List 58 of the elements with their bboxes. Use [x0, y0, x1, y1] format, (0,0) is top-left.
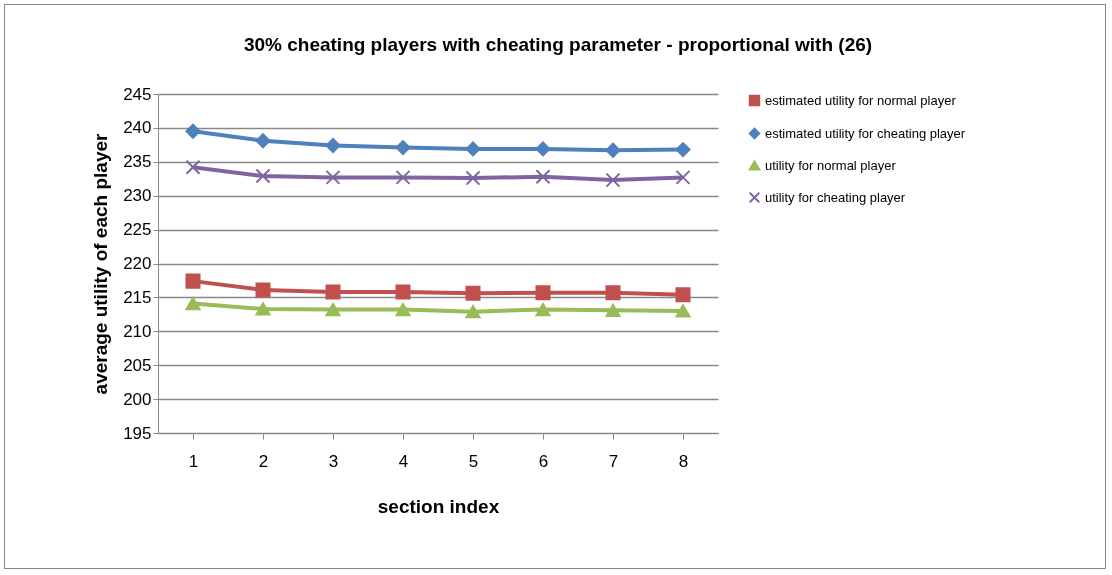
point — [465, 285, 481, 301]
legend-label: estimated utility for normal player — [765, 92, 957, 108]
point — [535, 302, 551, 317]
point — [325, 284, 341, 300]
chart-title: 30% cheating players with cheating parameter - proportional with (26) — [243, 34, 873, 55]
y-tick-label: 245 — [123, 84, 152, 104]
y-tick-label: 230 — [123, 186, 152, 206]
y-tick-label: 235 — [123, 152, 152, 172]
point — [395, 302, 411, 317]
point — [465, 170, 481, 186]
x-tick-label: 7 — [608, 451, 619, 471]
x-tick-label: 3 — [328, 451, 339, 471]
point — [605, 303, 621, 317]
point — [185, 273, 201, 289]
point — [535, 285, 551, 301]
y-tick-label: 220 — [123, 254, 152, 273]
y-tick-label: 200 — [123, 389, 152, 409]
y-tick-label: 205 — [123, 355, 152, 375]
point — [675, 287, 691, 303]
x-tick-label: 2 — [258, 451, 269, 471]
point — [185, 159, 201, 175]
point — [675, 304, 691, 318]
point — [255, 133, 271, 149]
point — [185, 296, 201, 311]
x-tick-label: 8 — [678, 451, 689, 471]
point — [465, 141, 481, 157]
y-tick-label: 225 — [123, 220, 152, 240]
y-tick-label: 210 — [123, 321, 152, 341]
x-axis-title: section index — [377, 495, 500, 517]
point — [185, 123, 201, 139]
x-tick-label: 1 — [188, 451, 199, 471]
point — [255, 302, 271, 316]
x-tick-label: 4 — [398, 451, 409, 471]
legend-label: utility for normal player — [765, 157, 897, 173]
point — [465, 304, 481, 319]
point — [535, 141, 551, 157]
legend-label: estimated utility for cheating player — [765, 125, 966, 141]
point — [395, 169, 411, 185]
legend-label: utility for cheating player — [765, 189, 906, 205]
point — [325, 169, 341, 185]
point — [605, 285, 621, 301]
point — [675, 169, 691, 185]
point — [605, 172, 621, 188]
point — [255, 282, 271, 298]
point — [325, 138, 341, 154]
y-axis-title: average utility of each player — [90, 132, 112, 395]
point — [325, 302, 341, 317]
x-tick-label: 5 — [468, 451, 479, 471]
y-tick-label: 240 — [123, 118, 152, 138]
y-tick-label: 195 — [123, 423, 152, 443]
y-tick-label: 215 — [123, 287, 152, 307]
x-tick-label: 6 — [538, 451, 549, 471]
point — [395, 140, 411, 156]
point — [605, 142, 621, 158]
point — [255, 168, 271, 184]
point — [675, 142, 691, 158]
point — [535, 169, 551, 185]
point — [395, 284, 411, 300]
